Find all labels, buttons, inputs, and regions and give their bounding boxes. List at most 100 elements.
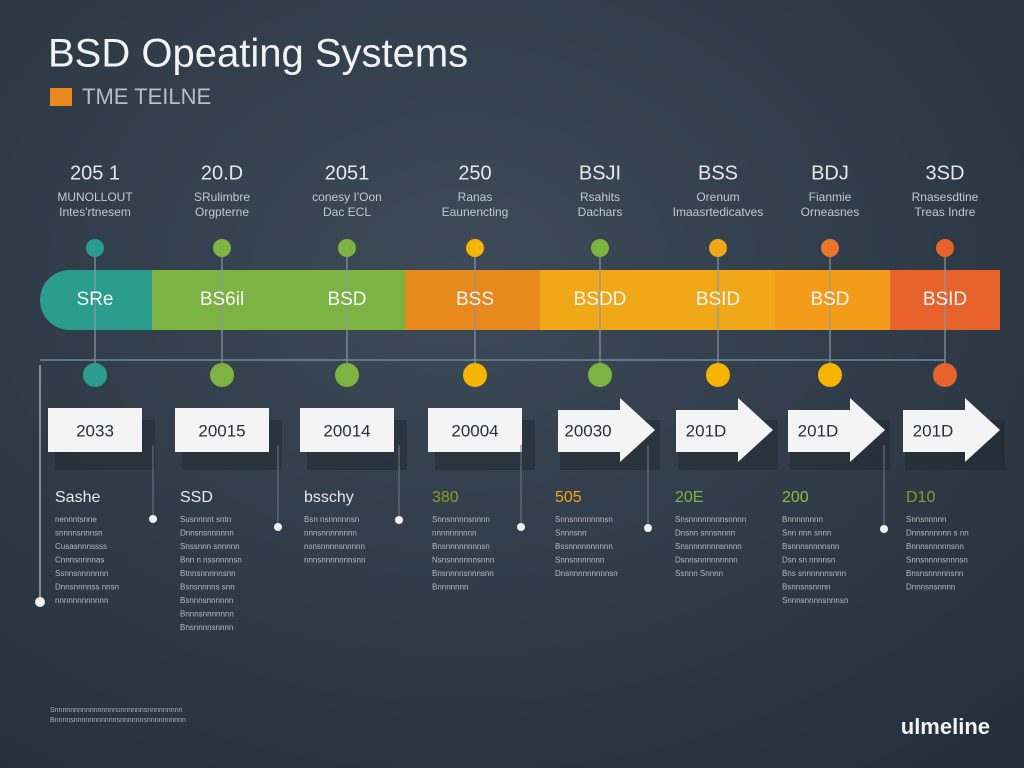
top-line: Orgpterne xyxy=(195,205,249,219)
body-line: Snnsnnnnnnnsn xyxy=(555,515,613,524)
body-line: Bnsnnnnsnnnsnn xyxy=(432,569,494,578)
top-line: SRulimbre xyxy=(194,190,250,204)
bottom-dot xyxy=(706,363,730,387)
top-dot xyxy=(821,239,839,257)
subtitle-marker xyxy=(50,88,72,106)
body-line: Snnsnnnnnnn xyxy=(555,556,604,565)
body-line: Dnnnsnsnnnn xyxy=(906,583,955,592)
body-line: Cnnnsnnnnas xyxy=(55,556,104,565)
top-line: Dachars xyxy=(578,205,623,219)
body-line: Bssnnnnnnnnnn xyxy=(555,542,613,551)
bottom-dot xyxy=(83,363,107,387)
body-line: Dnnsnnnnss nnsn xyxy=(55,583,119,592)
body-line: Snnsnnnnn xyxy=(906,515,946,524)
connector-dot xyxy=(35,597,45,607)
band-segment xyxy=(405,270,540,330)
top-line: Rnasesdtine xyxy=(912,190,979,204)
year-arrow xyxy=(903,398,1000,462)
box-year: 2033 xyxy=(76,421,114,440)
box-year: 201D xyxy=(798,421,839,440)
body-line: Bsnnnsnnnnnn xyxy=(180,596,233,605)
heading: 505 xyxy=(555,489,582,506)
top-year: BDJ xyxy=(811,162,849,184)
footer-note: Snnnnnnnnnnnnnnnnsnnnnnnsnnnnnnnnn xyxy=(50,707,182,714)
body-line: Snssnnn snnnnn xyxy=(180,542,240,551)
body-line: nennntsnne xyxy=(55,515,97,524)
top-line: Fianmie xyxy=(809,190,852,204)
body-line: Snsnnnnnnnnsnnnn xyxy=(675,515,746,524)
body-line: Bsnsnnnns snn xyxy=(180,583,235,592)
box-year: 20030 xyxy=(564,421,611,440)
top-year: BSJI xyxy=(579,162,621,184)
top-dot xyxy=(466,239,484,257)
top-line: Rsahits xyxy=(580,190,620,204)
body-line: Snnsnnnnsnnnsn xyxy=(906,556,968,565)
bottom-dot xyxy=(933,363,957,387)
shapes xyxy=(48,239,1005,533)
body-line: Snnnsnn xyxy=(555,529,587,538)
body-line: snnnnsnnnsn xyxy=(55,529,103,538)
top-year: 3SD xyxy=(926,162,965,184)
title: BSD Opeating Systems xyxy=(48,32,468,76)
body-line: Bnnnnnnn xyxy=(432,583,468,592)
band-segment xyxy=(540,270,775,330)
body-line: Bnn n nssnnnnsn xyxy=(180,556,242,565)
body-line: Dnsnnnnnnnnnsn xyxy=(555,569,618,578)
body-line: Dnsnn snnsnnnn xyxy=(675,529,735,538)
side-dot xyxy=(395,516,403,524)
box-year: 20015 xyxy=(198,421,245,440)
body-line: Bnnnnnnnn xyxy=(782,515,823,524)
body-line: Snn nnn snnn xyxy=(782,529,831,538)
body-line: Bsnnsnsnnnn xyxy=(782,583,830,592)
body-line: Dsn sn nnnnsn xyxy=(782,556,835,565)
box-year: 20014 xyxy=(323,421,370,440)
band-segment xyxy=(152,270,405,330)
top-dot xyxy=(213,239,231,257)
bottom-dot xyxy=(463,363,487,387)
top-dot xyxy=(86,239,104,257)
side-dot xyxy=(880,525,888,533)
body-line: Ssnnn Snnnn xyxy=(675,569,723,578)
top-year: 205 1 xyxy=(70,162,120,184)
body-line: nnnsnnnnnnnn xyxy=(304,529,357,538)
body-line: Nsnsnnnnnnsnnn xyxy=(432,556,494,565)
body-line: Bsnnnsnnnnsnn xyxy=(782,542,839,551)
body-line: Bsn nsnnnnnsn xyxy=(304,515,359,524)
side-dot xyxy=(274,523,282,531)
body-line: Btnnsnnnnnsnn xyxy=(180,569,236,578)
top-line: Eaunencting xyxy=(442,205,509,219)
band-label: BSID xyxy=(923,289,967,310)
top-line: Imaasrtedicatves xyxy=(673,205,764,219)
body-line: Ssnnsnnnnnnn xyxy=(55,569,108,578)
body-line: Bns snnnnnnsnnn xyxy=(782,569,846,578)
body-line: nsnsnnnnsnnnnn xyxy=(304,542,365,551)
body-line: Dnnsnsnnnnnn xyxy=(180,529,234,538)
footer-note: Bnnnnsnnnnnnnnnnnsnnnnnnsnnnnnnnnnn xyxy=(50,717,186,724)
band-label: BSS xyxy=(456,289,494,310)
body-line: Bnsnnnnsnnnn xyxy=(180,623,233,632)
band-label: BSID xyxy=(696,289,740,310)
top-line: conesy I'Oon xyxy=(312,190,382,204)
top-year: 2051 xyxy=(325,162,370,184)
year-arrow xyxy=(676,398,773,462)
top-year: 250 xyxy=(458,162,491,184)
top-line: MUNOLLOUT xyxy=(57,190,133,204)
top-dot xyxy=(936,239,954,257)
heading: SSD xyxy=(180,489,213,506)
body-line: Bnsnnnnnnnnsn xyxy=(432,542,490,551)
body-line: nnnnnnnnnnnn xyxy=(55,596,108,605)
heading: 20E xyxy=(675,489,703,506)
body-line: Dsnnsnnnnnnnnn xyxy=(675,556,738,565)
top-line: Treas Indre xyxy=(915,205,976,219)
body-line: nnnsnnnnnnnsnn xyxy=(304,556,365,565)
band xyxy=(40,270,1000,330)
body-line: Snnnsnnnnsnnnsn xyxy=(782,596,848,605)
top-line: Orneasnes xyxy=(801,205,860,219)
top-dot xyxy=(338,239,356,257)
year-box xyxy=(428,408,522,452)
band-label: SRe xyxy=(77,289,114,310)
top-year: 20.D xyxy=(201,162,243,184)
